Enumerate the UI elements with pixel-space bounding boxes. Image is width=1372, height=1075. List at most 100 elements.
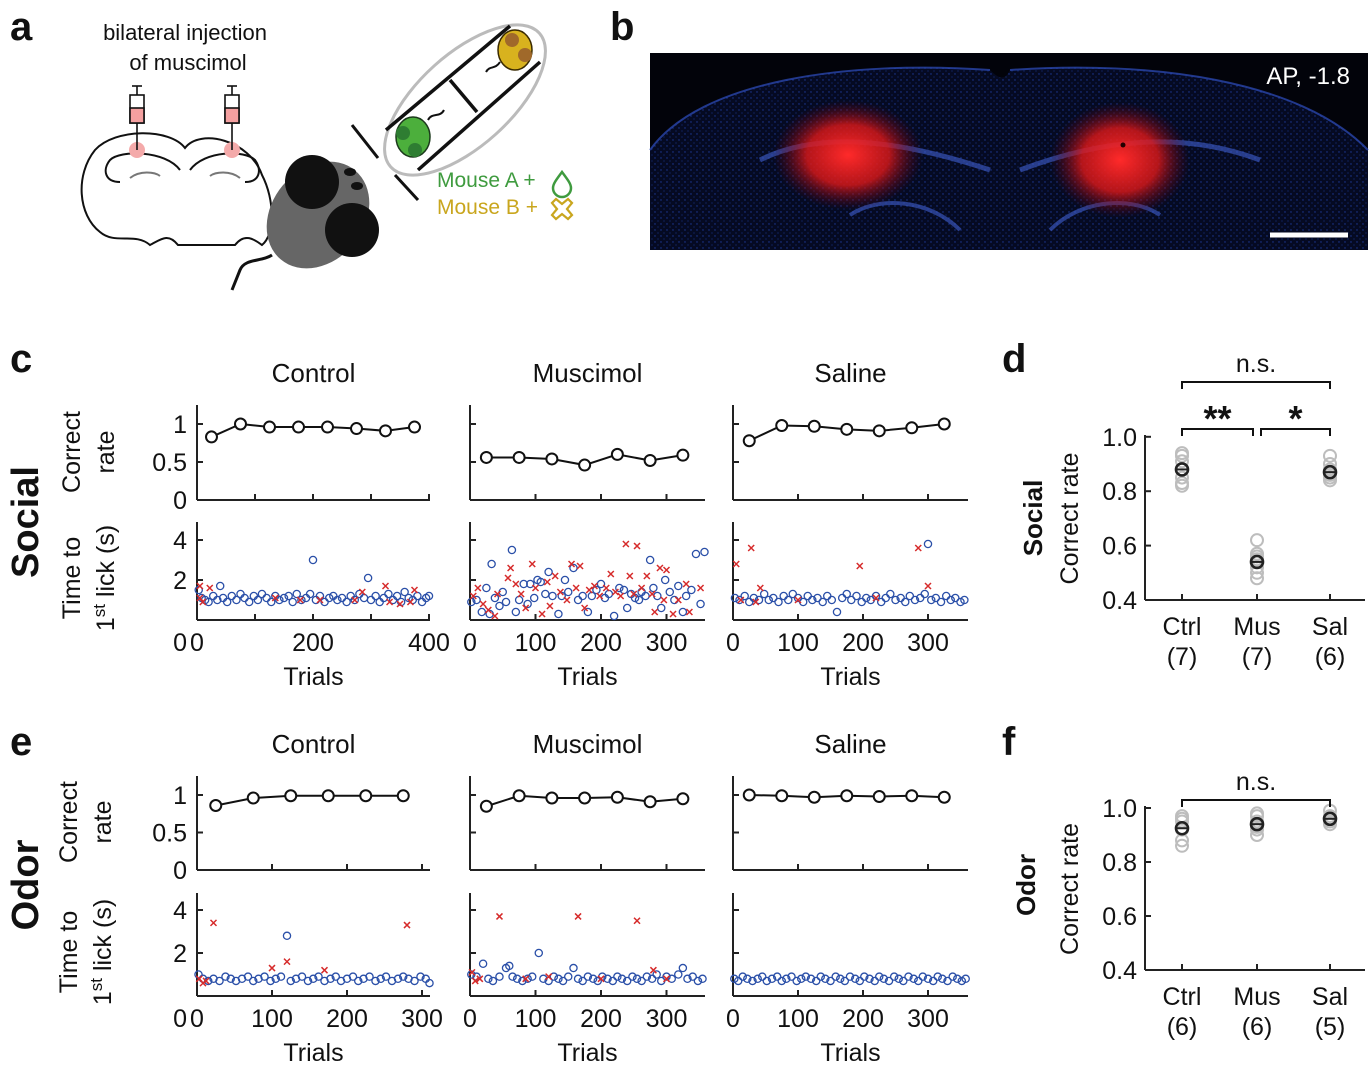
error-trial-point: [522, 975, 530, 983]
lick-time-plot: 0 100 200 300 Trials: [726, 893, 970, 1067]
correct-rate-point: [512, 450, 526, 464]
error-trial-point: [517, 590, 525, 598]
correct-trial-point: [376, 974, 385, 984]
correct-trial-point: [806, 974, 816, 984]
y-tick-label: 0.5: [152, 820, 187, 848]
error-trial-point: [648, 590, 656, 598]
error-trial-point: [507, 564, 515, 572]
correct-trial-point: [425, 978, 434, 988]
correct-trial-point: [240, 593, 249, 603]
correct-trial-point: [777, 976, 787, 986]
correct-trial-point: [840, 976, 850, 986]
correct-trial-point: [823, 591, 832, 601]
correct-trial-point: [609, 611, 619, 621]
correct-trial-point: [698, 974, 707, 984]
correct-trial-point: [512, 974, 522, 984]
correct-trial-point: [901, 597, 910, 607]
correct-trial-point: [615, 583, 624, 593]
mean-point: [1249, 816, 1265, 832]
error-trial-point: [479, 600, 487, 608]
correct-trial-point: [398, 972, 408, 981]
individual-mouse-point: [1175, 838, 1189, 853]
correct-trial-point: [276, 972, 286, 981]
x-axis-label: Trials: [820, 1039, 880, 1067]
correct-trial-point: [583, 607, 593, 617]
panel-label-f: f: [1002, 720, 1016, 764]
correct-trial-point: [226, 974, 235, 984]
correct-trial-point: [837, 593, 847, 603]
correct-trial-point: [842, 589, 852, 599]
correct-trial-point: [891, 595, 900, 605]
error-trial-point: [622, 540, 630, 548]
correct-trial-point: [279, 593, 289, 603]
correct-trial-point: [353, 976, 363, 986]
correct-trial-point: [740, 591, 749, 601]
panel-label-d: d: [1002, 337, 1026, 381]
ylabel-line: rate: [89, 800, 117, 843]
correct-trial-point: [943, 976, 952, 986]
correct-rate-point: [234, 417, 247, 431]
error-trial-point: [468, 968, 476, 976]
correct-trial-point: [608, 976, 618, 986]
x-axis-label: Trials: [557, 1039, 617, 1067]
correct-trial-point: [850, 974, 860, 984]
correct-trial-point: [560, 575, 570, 585]
correct-rate-point: [545, 791, 559, 805]
error-trial-point: [590, 582, 598, 590]
correct-trial-point: [772, 972, 782, 981]
category-label: Sal: [1312, 983, 1348, 1011]
correct-trial-point: [847, 595, 856, 605]
correct-trial-point: [870, 976, 879, 986]
error-trial-point: [794, 596, 802, 604]
correct-trial-point: [818, 597, 827, 607]
correct-rate-point: [379, 424, 392, 438]
correct-trial-point: [297, 595, 306, 605]
correct-trial-point: [960, 595, 969, 605]
correct-trial-point: [257, 589, 267, 599]
error-trial-point: [643, 572, 651, 580]
correct-trial-point: [424, 591, 434, 601]
correct-trial-point: [363, 573, 373, 583]
correct-trial-point: [662, 972, 671, 981]
error-trial-point: [543, 578, 551, 586]
correct-trial-point: [933, 972, 943, 981]
x-origin-label: 0: [173, 1005, 187, 1033]
correct-trial-point: [583, 972, 593, 981]
correct-trial-point: [417, 597, 427, 607]
correct-trial-point: [905, 591, 915, 601]
correct-rate-plot: Saline: [732, 729, 968, 871]
correct-trial-point: [526, 579, 535, 589]
error-trial-point: [756, 584, 764, 592]
correct-trial-point: [803, 591, 813, 601]
error-trial-point: [856, 562, 864, 570]
f-row-label: Odor: [1011, 854, 1041, 916]
error-trial-point: [512, 580, 520, 588]
significance-bracket: [1260, 428, 1331, 436]
plot-title: Control: [272, 729, 356, 759]
correct-trial-point: [564, 972, 573, 981]
correct-trial-point: [266, 976, 275, 986]
correct-trial-point: [691, 549, 701, 559]
correct-rate-point: [292, 420, 305, 434]
correct-trial-point: [622, 976, 632, 986]
correct-trial-point: [927, 595, 936, 605]
error-trial-point: [556, 588, 564, 596]
correct-trial-point: [645, 555, 655, 565]
error-trial-point: [484, 606, 492, 614]
error-trial-point: [581, 604, 589, 612]
correct-rate-point: [742, 434, 756, 448]
y-tick-label: 4: [173, 897, 187, 925]
x-axis-label: Trials: [283, 663, 343, 691]
correct-rate-point: [840, 422, 854, 436]
y-tick-label: 1: [173, 411, 187, 439]
n-label: (7): [1242, 643, 1273, 671]
correct-trial-point: [324, 593, 334, 603]
correct-trial-point: [733, 976, 743, 986]
correct-rate-point: [284, 789, 298, 803]
x-tick-label: 300: [646, 629, 688, 657]
ylabel-line: 1st lick (s): [90, 525, 120, 631]
correct-trial-point: [366, 595, 376, 605]
error-trial-point: [504, 574, 512, 582]
